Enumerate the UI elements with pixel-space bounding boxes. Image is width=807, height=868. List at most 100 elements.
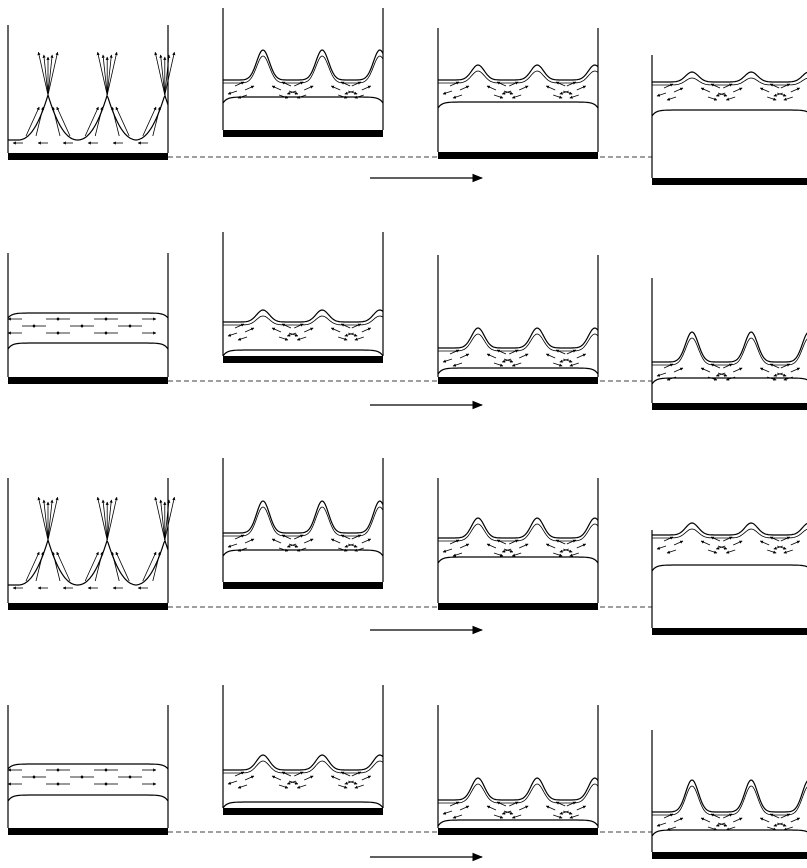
substrate xyxy=(652,852,807,859)
flow-arrow xyxy=(710,363,721,369)
flow-arrow xyxy=(449,81,460,87)
flow-arrow xyxy=(486,353,497,359)
substrate xyxy=(438,603,598,610)
flow-arrow xyxy=(759,540,770,546)
lower-interface xyxy=(651,829,807,837)
flow-arrow xyxy=(496,539,507,545)
flow-arrow xyxy=(725,96,736,101)
lower-interface xyxy=(222,96,384,104)
flow-arrow xyxy=(361,538,372,544)
flow-arrow xyxy=(519,543,529,549)
flow-arrow xyxy=(237,336,248,341)
flow-arrow xyxy=(707,549,718,554)
flow-arrow xyxy=(486,805,497,811)
flow-arrow xyxy=(576,805,587,811)
upper-interface xyxy=(438,64,599,81)
flow-arrow xyxy=(710,83,721,89)
flow-arrow xyxy=(673,87,684,93)
flow-arrow xyxy=(501,90,512,95)
lower-interface xyxy=(437,819,599,827)
flow-arrow xyxy=(338,784,348,789)
flow-arrow xyxy=(663,536,674,542)
flow-arrow xyxy=(511,552,522,557)
flow-arrow xyxy=(509,539,519,545)
substrate xyxy=(223,808,383,815)
flow-arrow xyxy=(767,826,777,831)
flow-arrow xyxy=(773,372,783,377)
flow-arrow xyxy=(348,543,358,548)
flow-arrow xyxy=(759,367,770,373)
substrate xyxy=(8,377,168,384)
substrate xyxy=(8,603,168,610)
flow-arrow xyxy=(519,85,529,91)
lower-interface xyxy=(437,556,599,564)
flow-arrow xyxy=(227,780,238,785)
flow-arrow xyxy=(710,813,721,819)
flow-arrow xyxy=(759,87,770,93)
flow-arrow xyxy=(452,362,463,367)
flow-arrow xyxy=(351,534,362,540)
flow-arrow xyxy=(47,499,54,541)
flow-arrow xyxy=(344,543,354,548)
flow-arrow xyxy=(553,362,563,367)
flow-arrow xyxy=(271,85,282,91)
flow-arrow xyxy=(503,90,514,95)
flow-arrow xyxy=(106,499,113,541)
flow-arrow xyxy=(37,496,49,541)
upper-interface xyxy=(652,522,807,536)
flow-arrow xyxy=(773,92,783,97)
flow-arrow xyxy=(511,94,522,99)
flow-arrow xyxy=(344,780,354,785)
flow-arrow xyxy=(296,784,307,789)
flow-arrow xyxy=(673,817,684,823)
flow-arrow xyxy=(340,81,351,87)
flow-arrow xyxy=(519,805,529,811)
flow-arrow xyxy=(656,545,667,550)
flow-arrow xyxy=(493,94,504,99)
flow-arrow xyxy=(503,358,514,363)
upper-interface xyxy=(223,309,384,323)
flow-arrow xyxy=(237,784,248,789)
flow-arrow xyxy=(304,538,314,544)
substrate xyxy=(652,628,807,635)
flow-arrow xyxy=(278,336,289,341)
flow-arrow xyxy=(566,81,577,87)
upper-interface xyxy=(223,500,384,534)
flow-arrow xyxy=(486,85,497,91)
flow-arrow xyxy=(733,87,743,93)
flow-arrow xyxy=(449,801,460,807)
upper-interface-inner xyxy=(438,70,599,84)
substrate xyxy=(652,403,807,410)
flow-arrow xyxy=(723,83,733,89)
flow-arrow xyxy=(501,548,512,553)
flow-arrow xyxy=(94,106,104,137)
flow-arrow xyxy=(152,551,161,582)
upper-interface-inner xyxy=(652,528,807,539)
flow-arrow xyxy=(237,94,248,99)
flow-arrow xyxy=(790,87,801,93)
flow-arrow xyxy=(330,538,341,544)
flow-arrow xyxy=(666,549,677,554)
flow-arrow xyxy=(569,94,579,99)
flow-arrow xyxy=(286,780,297,785)
flow-arrow xyxy=(361,85,372,91)
flow-arrow xyxy=(769,363,780,369)
flow-arrow xyxy=(351,323,362,329)
flow-arrow xyxy=(271,327,282,333)
upper-interface-inner xyxy=(223,315,384,326)
flow-arrow xyxy=(459,543,470,549)
flow-arrow xyxy=(563,90,573,95)
flow-arrow xyxy=(304,327,314,333)
flow-arrow xyxy=(51,551,61,582)
flow-arrow xyxy=(35,551,45,582)
flow-arrow xyxy=(281,771,292,777)
flow-arrow xyxy=(111,551,120,582)
flow-arrow xyxy=(286,543,297,548)
flow-arrow xyxy=(555,349,566,355)
flow-arrow xyxy=(25,106,40,137)
flow-arrow xyxy=(725,376,736,381)
flow-arrow xyxy=(496,801,507,807)
flow-arrow xyxy=(278,784,289,789)
flow-arrow xyxy=(501,810,512,815)
